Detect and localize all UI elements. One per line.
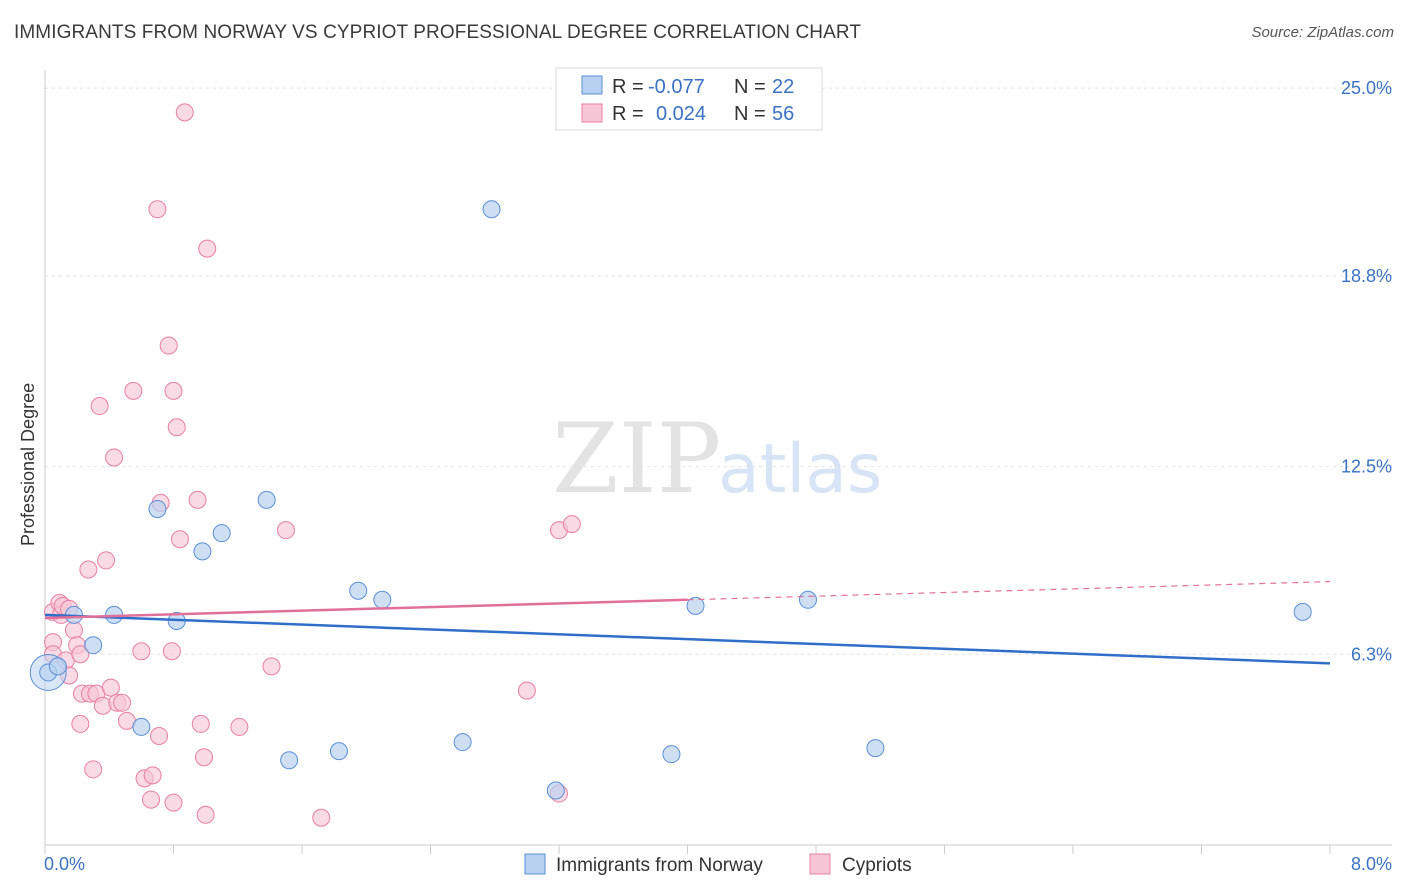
cypriot-point: [196, 805, 215, 824]
stats-legend-cypriot-n-value: 56: [772, 103, 794, 125]
watermark-atlas: atlas: [718, 430, 882, 509]
stats-legend-norway-n-value: 22: [772, 76, 794, 98]
cypriot-point: [97, 551, 116, 570]
chart-title: IMMIGRANTS FROM NORWAY VS CYPRIOT PROFES…: [14, 22, 862, 43]
y-tick-labels: 6.3% 12.5% 18.8% 25.0%: [1341, 78, 1392, 664]
cypriot-point: [143, 766, 162, 785]
y-tick-label: 18.8%: [1341, 266, 1392, 286]
norway-point: [349, 581, 368, 600]
norway-point: [662, 745, 681, 764]
cypriot-point: [90, 397, 109, 416]
stats-legend-cypriot-r-label: R =: [612, 103, 644, 125]
cypriot-point: [84, 760, 103, 779]
norway-point: [193, 542, 212, 561]
x-ticks: [44, 845, 1331, 854]
norway-point: [84, 636, 103, 655]
norway-point: [1293, 602, 1312, 621]
y-tick-label: 6.3%: [1351, 644, 1392, 664]
cypriot-point: [562, 515, 581, 534]
norway-point: [280, 751, 299, 770]
cypriot-point: [188, 490, 207, 509]
cypriot-point: [164, 381, 183, 400]
norway-point: [482, 200, 501, 219]
norway-point: [48, 657, 67, 676]
cypriot-point: [124, 381, 143, 400]
norway-point: [373, 590, 392, 609]
stats-legend-norway-r-label: R =: [612, 76, 644, 98]
cypriot-point: [79, 560, 98, 579]
norway-point: [866, 739, 885, 758]
norway-point: [453, 733, 472, 752]
cypriot-point: [164, 793, 183, 812]
norway-point: [686, 596, 705, 615]
norway-point: [257, 490, 276, 509]
series-legend-cypriot-swatch: [809, 853, 831, 875]
cypriot-point: [113, 693, 132, 712]
norway-point: [148, 499, 167, 518]
y-axis-label: Professional Degree: [18, 383, 38, 546]
trend-lines: [44, 581, 1331, 665]
cypriot-point: [517, 681, 536, 700]
series-legend-norway-label: Immigrants from Norway: [556, 855, 763, 876]
series-legend-norway-swatch: [524, 853, 546, 875]
y-tick-label: 25.0%: [1341, 78, 1392, 98]
cypriot-point: [159, 336, 178, 355]
cypriot-point: [71, 714, 90, 733]
grid-lines: [45, 87, 1392, 655]
watermark-zip: ZIP: [552, 403, 721, 515]
watermark: ZIP atlas: [552, 403, 882, 515]
x-tick-label-min: 0.0%: [44, 854, 85, 874]
stats-legend-cypriot-swatch: [581, 103, 603, 123]
stats-legend-cypriot-r-value: 0.024: [656, 103, 706, 125]
cypriot-point: [175, 103, 194, 122]
cypriot-point: [71, 645, 90, 664]
norway-point: [546, 781, 565, 800]
cypriot-point: [150, 727, 169, 746]
stats-legend-norway-swatch: [581, 75, 603, 95]
cypriot-point: [142, 790, 161, 809]
norway-point: [132, 717, 151, 736]
source-label: Source: ZipAtlas.com: [1251, 24, 1394, 41]
stats-legend: R = -0.077 N = 22 R = 0.024 N = 56: [555, 67, 823, 131]
cypriot-trend-line-extension: [687, 581, 1331, 601]
cypriot-point: [101, 678, 120, 697]
cypriot-point: [262, 657, 281, 676]
norway-point: [212, 524, 231, 543]
cypriot-point: [230, 717, 249, 736]
cypriot-point: [191, 714, 210, 733]
cypriot-point: [148, 200, 167, 219]
stats-legend-norway-r-value: -0.077: [648, 76, 705, 98]
stats-legend-cypriot-n-label: N =: [734, 103, 766, 125]
series-legend: Immigrants from Norway Cypriots: [524, 853, 912, 876]
norway-trend-line: [44, 613, 1331, 665]
cypriot-point: [64, 621, 83, 640]
cypriot-point: [198, 239, 217, 258]
cypriot-point: [195, 748, 214, 767]
stats-legend-norway-n-label: N =: [734, 76, 766, 98]
series-legend-cypriot-label: Cypriots: [842, 855, 912, 876]
cypriot-point: [276, 521, 295, 540]
cypriot-point: [162, 642, 181, 661]
cypriot-point: [105, 448, 124, 467]
cypriot-point: [312, 808, 331, 827]
y-tick-label: 12.5%: [1341, 457, 1392, 477]
norway-point: [329, 742, 348, 761]
cypriot-point: [132, 642, 151, 661]
cypriot-point: [167, 418, 186, 437]
cypriot-trend-line: [44, 598, 688, 620]
cypriot-point: [170, 530, 189, 549]
norway-point: [798, 590, 817, 609]
x-tick-label-max: 8.0%: [1351, 854, 1392, 874]
